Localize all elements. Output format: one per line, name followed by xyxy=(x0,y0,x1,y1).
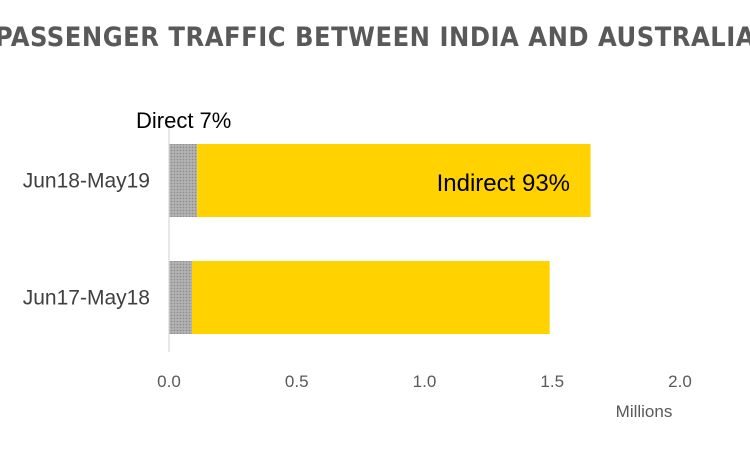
bar-direct-1 xyxy=(169,261,192,334)
indirect-annotation: Indirect 93% xyxy=(437,170,570,197)
bar-indirect-1 xyxy=(191,261,550,334)
x-tick-label: 2.0 xyxy=(668,372,692,391)
chart-title: PASSENGER TRAFFIC BETWEEN INDIA AND AUST… xyxy=(0,22,750,53)
direct-annotation: Direct 7% xyxy=(136,108,231,133)
category-label: Jun18-May19 xyxy=(23,170,150,193)
x-axis-unit-label: Millions xyxy=(616,402,673,421)
bar-direct-0 xyxy=(169,144,198,217)
x-tick-label: 0.5 xyxy=(285,372,309,391)
x-tick-label: 1.0 xyxy=(413,372,437,391)
bar-indirect-0 xyxy=(197,144,591,217)
x-tick-label: 1.5 xyxy=(540,372,564,391)
x-tick-label: 0.0 xyxy=(157,372,181,391)
category-label: Jun17-May18 xyxy=(23,287,150,310)
